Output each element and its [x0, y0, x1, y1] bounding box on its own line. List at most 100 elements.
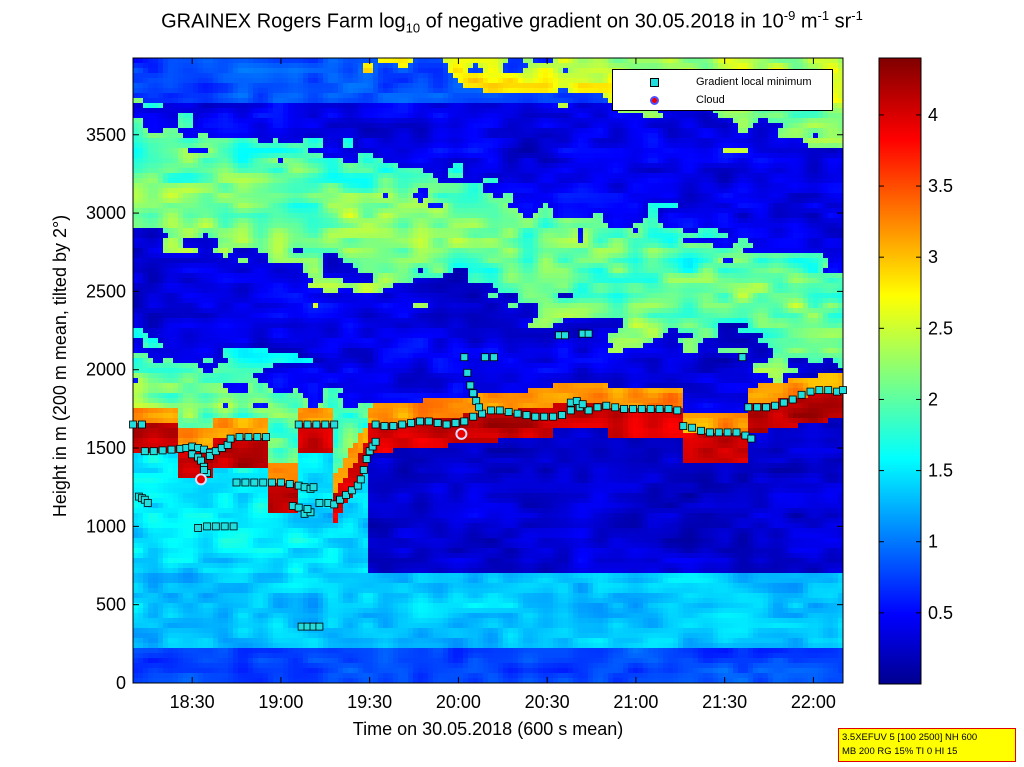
- heatmap-cell: [278, 593, 284, 599]
- heatmap-cell: [143, 173, 149, 179]
- heatmap-cell: [263, 303, 269, 309]
- heatmap-cell: [208, 323, 214, 329]
- heatmap-cell: [283, 543, 289, 549]
- heatmap-cell: [273, 278, 279, 284]
- heatmap-cell: [133, 573, 139, 579]
- heatmap-cell: [313, 528, 319, 534]
- heatmap-cell: [258, 123, 264, 129]
- heatmap-cell: [223, 183, 229, 189]
- heatmap-cell: [283, 388, 289, 394]
- heatmap-cell: [298, 358, 304, 364]
- heatmap-cell: [153, 653, 159, 659]
- heatmap-cell: [148, 468, 154, 474]
- heatmap-cell: [213, 668, 219, 674]
- heatmap-cell: [248, 398, 254, 404]
- heatmap-cell: [268, 528, 274, 534]
- heatmap-cell: [303, 383, 309, 389]
- heatmap-cell: [253, 63, 259, 69]
- heatmap-cell: [253, 188, 259, 194]
- heatmap-cell: [143, 108, 149, 114]
- heatmap-cell: [238, 358, 244, 364]
- heatmap-cell: [293, 263, 299, 269]
- heatmap-cell: [278, 453, 284, 459]
- heatmap-cell: [208, 78, 214, 84]
- heatmap-cell: [298, 68, 304, 74]
- heatmap-cell: [178, 403, 184, 409]
- heatmap-cell: [273, 473, 279, 479]
- heatmap-cell: [268, 233, 274, 239]
- heatmap-cell: [303, 378, 309, 384]
- heatmap-cell: [278, 278, 284, 284]
- heatmap-cell: [188, 618, 194, 624]
- heatmap-cell: [178, 118, 184, 124]
- heatmap-cell: [318, 103, 324, 109]
- heatmap-cell: [218, 428, 224, 434]
- heatmap-cell: [213, 388, 219, 394]
- heatmap-cell: [158, 288, 164, 294]
- heatmap-cell: [188, 153, 194, 159]
- heatmap-cell: [243, 343, 249, 349]
- heatmap-cell: [153, 593, 159, 599]
- heatmap-cell: [198, 338, 204, 344]
- heatmap-cell: [263, 523, 269, 529]
- heatmap-cell: [218, 178, 224, 184]
- heatmap-cell: [243, 158, 249, 164]
- heatmap-cell: [248, 293, 254, 299]
- heatmap-cell: [208, 68, 214, 74]
- heatmap-cell: [193, 568, 199, 574]
- heatmap-cell: [293, 148, 299, 154]
- heatmap-cell: [283, 253, 289, 259]
- heatmap-cell: [253, 533, 259, 539]
- heatmap-cell: [158, 98, 164, 104]
- heatmap-cell: [293, 183, 299, 189]
- heatmap-cell: [243, 458, 249, 464]
- heatmap-cell: [133, 398, 139, 404]
- heatmap-cell: [298, 588, 304, 594]
- heatmap-cell: [273, 253, 279, 259]
- heatmap-cell: [293, 198, 299, 204]
- heatmap-cell: [313, 538, 319, 544]
- heatmap-cell: [258, 613, 264, 619]
- heatmap-cell: [148, 413, 154, 419]
- heatmap-cell: [278, 613, 284, 619]
- heatmap-cell: [138, 343, 144, 349]
- heatmap-cell: [193, 533, 199, 539]
- heatmap-cell: [308, 328, 314, 334]
- heatmap-cell: [148, 488, 154, 494]
- heatmap-cell: [228, 513, 234, 519]
- heatmap-cell: [143, 673, 149, 679]
- heatmap-cell: [233, 428, 239, 434]
- heatmap-cell: [318, 383, 324, 389]
- heatmap-cell: [203, 248, 209, 254]
- heatmap-cell: [268, 108, 274, 114]
- heatmap-cell: [303, 668, 309, 674]
- heatmap-cell: [243, 273, 249, 279]
- heatmap-cell: [233, 123, 239, 129]
- heatmap-cell: [273, 323, 279, 329]
- heatmap-cell: [313, 183, 319, 189]
- heatmap-cell: [133, 88, 139, 94]
- heatmap-cell: [283, 418, 289, 424]
- heatmap-cell: [228, 488, 234, 494]
- heatmap-cell: [133, 618, 139, 624]
- heatmap-cell: [323, 673, 329, 679]
- heatmap-cell: [153, 408, 159, 414]
- heatmap-cell: [303, 658, 309, 664]
- heatmap-cell: [203, 138, 209, 144]
- heatmap-cell: [198, 168, 204, 174]
- heatmap-cell: [288, 428, 294, 434]
- heatmap-cell: [313, 118, 319, 124]
- heatmap-cell: [223, 638, 229, 644]
- heatmap-cell: [158, 533, 164, 539]
- heatmap-cell: [173, 248, 179, 254]
- heatmap-cell: [203, 188, 209, 194]
- heatmap-cell: [153, 518, 159, 524]
- heatmap-cell: [233, 498, 239, 504]
- heatmap-cell: [328, 68, 334, 74]
- heatmap-cell: [183, 663, 189, 669]
- heatmap-cell: [133, 508, 139, 514]
- heatmap-cell: [218, 228, 224, 234]
- heatmap-cell: [213, 503, 219, 509]
- heatmap-cell: [293, 178, 299, 184]
- heatmap-cell: [183, 523, 189, 529]
